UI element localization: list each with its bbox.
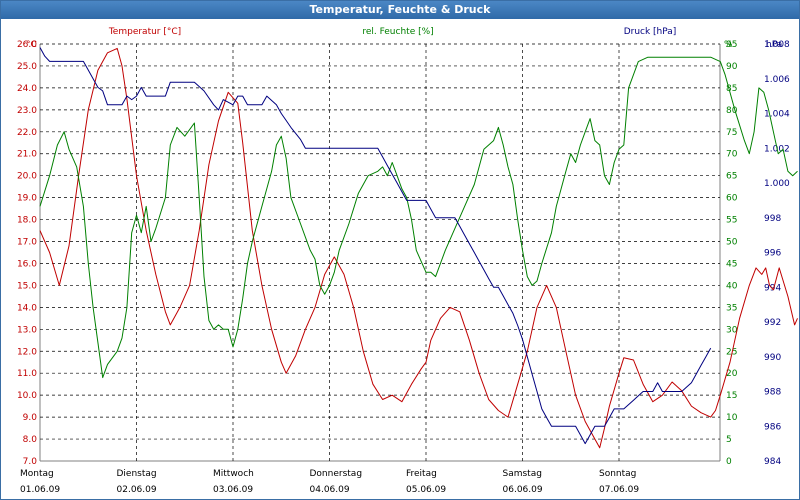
tick-label-temperature: 12.0 (17, 347, 37, 357)
tick-label-temperature: 20.0 (17, 172, 37, 182)
tick-label-day: Sonntag (599, 469, 636, 479)
tick-label-pressure: 990 (764, 353, 781, 363)
tick-label-pressure: 1.008 (764, 40, 790, 50)
tick-label-humidity: 60 (726, 194, 738, 204)
tick-label-humidity: 0 (726, 457, 732, 467)
tick-label-pressure: 1.000 (764, 179, 790, 189)
tick-label-date: 03.06.09 (213, 485, 253, 495)
axis-label-humidity: rel. Feuchte [%] (362, 27, 433, 37)
tick-label-day: Samstag (503, 469, 542, 479)
tick-label-date: 04.06.09 (310, 485, 350, 495)
tick-label-pressure: 1.006 (764, 75, 790, 85)
tick-label-date: 07.06.09 (599, 485, 639, 495)
tick-label-temperature: 9.0 (23, 413, 38, 423)
tick-label-humidity: 90 (726, 62, 738, 72)
tick-label-temperature: 23.0 (17, 106, 37, 116)
tick-label-pressure: 1.004 (764, 110, 790, 120)
tick-label-humidity: 65 (726, 172, 737, 182)
tick-label-temperature: 15.0 (17, 281, 37, 291)
window-title: Temperatur, Feuchte & Druck (1, 1, 799, 19)
tick-label-humidity: 55 (726, 216, 737, 226)
tick-label-temperature: 21.0 (17, 150, 37, 160)
series-lines (39, 47, 798, 449)
tick-label-humidity: 20 (726, 369, 738, 379)
tick-label-date: 01.06.09 (20, 485, 60, 495)
tick-label-temperature: 22.0 (17, 128, 37, 138)
tick-label-humidity: 80 (726, 106, 738, 116)
tick-label-temperature: 18.0 (17, 216, 37, 226)
grid (39, 43, 721, 462)
tick-label-humidity: 85 (726, 84, 737, 94)
tick-label-humidity: 75 (726, 128, 737, 138)
axis-label-temperature: Temperatur [°C] (108, 27, 181, 37)
tick-label-temperature: 14.0 (17, 303, 37, 313)
tick-label-day: Montag (20, 469, 54, 479)
tick-label-temperature: 24.0 (17, 84, 37, 94)
tick-label-humidity: 50 (726, 238, 738, 248)
axis-unit-pressure: hPa (766, 40, 782, 50)
tick-label-temperature: 25.0 (17, 62, 37, 72)
tick-label-date: 02.06.09 (117, 485, 157, 495)
tick-label-pressure: 994 (764, 283, 781, 293)
tick-label-pressure: 986 (764, 422, 781, 432)
series-line-pressure (39, 47, 712, 445)
tick-label-temperature: 7.0 (23, 457, 38, 467)
tick-label-temperature: 8.0 (23, 435, 38, 445)
tick-label-temperature: 19.0 (17, 194, 37, 204)
axis-unit-temperature: °C (26, 40, 37, 50)
tick-label-day: Freitag (406, 469, 437, 479)
tick-label-temperature: 11.0 (17, 369, 37, 379)
tick-label-humidity: 40 (726, 281, 738, 291)
tick-labels: 26.0 25.0 24.0 23.0 22.0 21.0 20.0 19.0 18.0 17.0… (17, 40, 790, 495)
tick-label-humidity: 45 (726, 259, 737, 269)
tick-label-humidity: 30 (726, 325, 738, 335)
tick-label-humidity: 15 (726, 391, 737, 401)
tick-label-humidity: 95 (726, 40, 737, 50)
tick-label-pressure: 988 (764, 388, 781, 398)
tick-label-day: Dienstag (117, 469, 157, 479)
tick-label-temperature: 13.0 (17, 325, 37, 335)
tick-label-humidity: 10 (726, 413, 738, 423)
series-line-temperature (39, 47, 798, 449)
tick-label-date: 05.06.09 (406, 485, 446, 495)
series-line-humidity (39, 56, 798, 379)
tick-label-pressure: 998 (764, 214, 781, 224)
tick-label-date: 06.06.09 (503, 485, 543, 495)
tick-label-humidity: 70 (726, 150, 738, 160)
tick-label-pressure: 992 (764, 318, 781, 328)
tick-label-humidity: 5 (726, 435, 732, 445)
tick-label-temperature: 10.0 (17, 391, 37, 401)
tick-label-day: Mittwoch (213, 469, 254, 479)
tick-label-humidity: 35 (726, 303, 737, 313)
tick-label-temperature: 17.0 (17, 238, 37, 248)
tick-label-temperature: 26.0 (17, 40, 37, 50)
tick-label-pressure: 984 (764, 457, 781, 467)
axis-unit-humidity: % (724, 40, 733, 50)
tick-label-day: Donnerstag (310, 469, 363, 479)
tick-label-temperature: 16.0 (17, 259, 37, 269)
axis-label-pressure: Druck [hPa] (624, 27, 677, 37)
tick-label-pressure: 996 (764, 249, 781, 259)
